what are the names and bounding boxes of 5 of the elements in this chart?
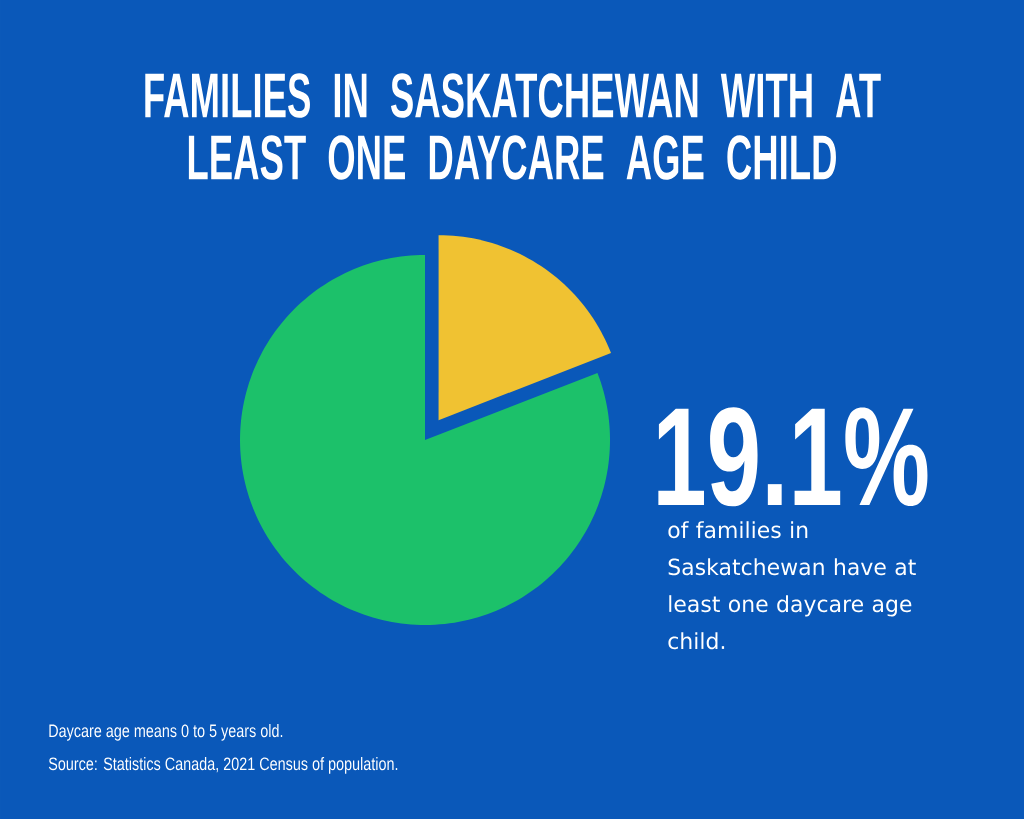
chart-title: FAMILIES IN SASKATCHEWAN WITH AT LEAST ONE DAYCARE AGE CHILD [145, 73, 881, 180]
data-label: 19.1% [658, 407, 928, 507]
source-note: Source: Statistics Canada, 2021 Census of population. [48, 756, 398, 774]
text: of families in Saskatchewan have at least one daycare age child. [668, 521, 916, 650]
text: Daycare age means 0 to 5 years old. [49, 723, 283, 741]
